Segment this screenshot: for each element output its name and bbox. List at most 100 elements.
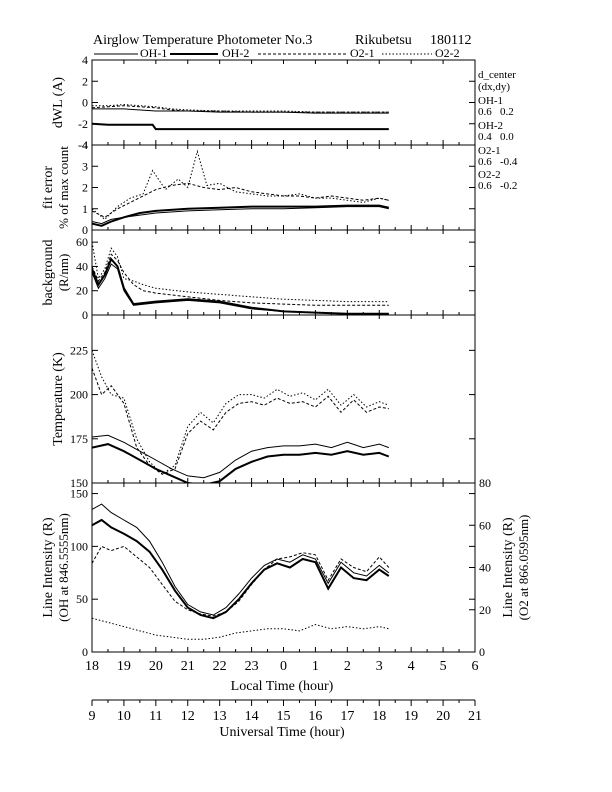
y-tick-label: 0 (82, 96, 88, 110)
series-o2-1-line (92, 253, 389, 306)
side-o22-name: O2-2 (478, 169, 501, 181)
side-oh1-value: 0.6 0.2 (478, 106, 514, 118)
y-tick-label: 100 (70, 539, 88, 553)
y-axis-label-2: (OH at 846.5555nm) (56, 513, 71, 622)
y-right-tick-label: 80 (479, 476, 491, 490)
y-tick-label: 0 (82, 223, 88, 237)
universal-time-tick-label: 10 (117, 709, 131, 724)
side-o21-name: O2-1 (478, 145, 501, 157)
y-right-tick-label: 40 (479, 561, 491, 575)
panel-frame (91, 314, 476, 484)
legend: OH-1 OH-2 O2-1 O2-2 (94, 46, 460, 60)
local-time-tick-label: 19 (117, 659, 131, 674)
y-tick-label: 3 (82, 159, 88, 173)
panel-5: 150 100 50 0 80 60 40 20 0 Line Intensity (R) (OH … (41, 476, 531, 659)
local-time-tick-label: 22 (213, 659, 227, 674)
series-o2-2-line (92, 242, 389, 303)
y-tick-label: 225 (70, 343, 88, 357)
y-tick-label: 0 (82, 645, 88, 659)
y-tick-label: 40 (76, 259, 88, 273)
local-time-tick-label: 23 (245, 659, 259, 674)
local-time-tick-label: 3 (376, 659, 383, 674)
side-oh2-name: OH-2 (478, 120, 503, 132)
side-oh1-name: OH-1 (478, 95, 503, 107)
local-time-tick-label: 20 (149, 659, 163, 674)
panel-frame (91, 144, 476, 231)
y-tick-label: 0 (82, 308, 88, 322)
legend-oh1: OH-1 (140, 46, 167, 60)
local-time-tick-label: 4 (408, 659, 415, 674)
y-right-tick-label: 20 (479, 603, 491, 617)
local-time-tick-label: 0 (280, 659, 287, 674)
y-axis-label-2: % of max count (56, 146, 71, 229)
local-time-tick-label: 5 (440, 659, 447, 674)
y-tick-label: 2 (82, 181, 88, 195)
y-tick-label: 150 (70, 476, 88, 490)
panel-4: 225 200 175 150 Temperature (K) (51, 314, 476, 490)
side-heading: d_center (478, 69, 516, 81)
universal-time-tick-label: 9 (89, 709, 96, 724)
universal-time-tick-label: 18 (372, 709, 386, 724)
y-right-tick-label: 0 (479, 645, 485, 659)
y-tick-label: 200 (70, 388, 88, 402)
side-o21-value: 0.6 -0.4 (478, 156, 518, 168)
series-o2-2-line (92, 617, 389, 640)
local-time-tick-label: 18 (85, 659, 99, 674)
series-o2-1-line (92, 182, 389, 218)
panel-1: 4 2 0 -2 -4 dWL (A) (51, 53, 476, 152)
time-axes: 18 19 20 21 22 23 0 1 2 3 4 5 69 10 11 12 13 14 15 16 17 18 19… (85, 659, 482, 724)
series-oh-2-line (92, 204, 390, 227)
universal-time-tick-label: 13 (213, 709, 227, 724)
y-tick-label: 4 (82, 138, 88, 152)
local-time-tick-label: 21 (181, 659, 195, 674)
side-o22-value: 0.6 -0.2 (478, 180, 517, 192)
chart-title: Airglow Temperature Photometer No.3 (93, 33, 312, 48)
panel-2: 4 3 2 1 0 fit error% of max count (41, 138, 476, 237)
y-tick-label: 60 (76, 235, 88, 249)
universal-time-tick-label: 16 (308, 709, 322, 724)
universal-time-tick-label: 14 (245, 709, 259, 724)
y-tick-label: 1 (82, 202, 88, 216)
y-tick-label: 50 (76, 592, 88, 606)
y-axis-label: dWL (A) (51, 77, 66, 129)
universal-time-tick-label: 19 (404, 709, 418, 724)
y-tick-label: 4 (82, 53, 88, 67)
panel-frame (91, 59, 476, 146)
y-axis-label: Temperature (K) (51, 352, 66, 446)
series-o2-1-line (92, 105, 389, 113)
y-tick-label: 20 (76, 284, 88, 298)
series-o2-2-line (92, 350, 389, 475)
y-tick-label: -2 (78, 117, 88, 131)
y-tick-label: 150 (70, 487, 88, 501)
y-axis-label: fit error (41, 166, 56, 209)
series-oh-1-line (92, 503, 390, 616)
series-o2-1-line (92, 545, 390, 617)
series-oh-2-line (92, 518, 390, 620)
y-tick-label: 2 (82, 74, 88, 88)
universal-time-tick-label: 20 (436, 709, 450, 724)
y-right-axis-label: Line Intensity (R) (501, 517, 516, 618)
legend-oh2: OH-2 (222, 46, 249, 60)
y-right-tick-label: 60 (479, 518, 491, 532)
side-oh2-value: 0.4 0.0 (478, 131, 514, 143)
series-o2-2-line (92, 104, 389, 113)
universal-time-tick-label: 15 (277, 709, 291, 724)
series-oh-2-line (92, 257, 389, 315)
site-name: Rikubetsu (355, 33, 412, 48)
series-oh-2-line (92, 443, 390, 483)
universal-time-tick-label: 21 (468, 709, 482, 724)
series-oh-1-line (92, 206, 389, 225)
local-time-tick-label: 6 (472, 659, 479, 674)
local-time-tick-label: 2 (344, 659, 351, 674)
series-oh-2-line (92, 122, 389, 131)
series-oh-1-line (92, 434, 389, 479)
y-axis-label: background (41, 239, 56, 305)
y-right-axis-label-2: (O2 at 866.0595nm) (516, 515, 531, 621)
legend-o21: O2-1 (350, 46, 375, 60)
y-axis-label-2: (R/nm) (56, 254, 71, 292)
y-tick-label: -4 (78, 138, 88, 152)
side-subheading: (dx,dy) (478, 81, 510, 93)
universal-time-tick-label: 11 (149, 709, 162, 724)
